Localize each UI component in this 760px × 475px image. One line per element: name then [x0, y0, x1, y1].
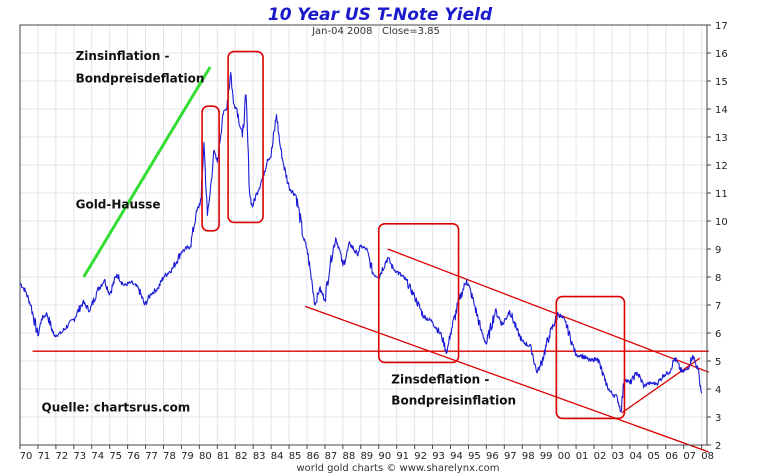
- y-tick-label: 12: [715, 161, 728, 172]
- x-tick-label: 71: [38, 451, 51, 462]
- x-tick-label: 88: [343, 451, 356, 462]
- highlight-box-1981-83: [227, 50, 264, 224]
- series-line: [19, 72, 703, 413]
- x-tick-label: 74: [91, 451, 104, 462]
- x-tick-label: 77: [145, 451, 158, 462]
- annotation-label: Zinsinflation -: [76, 49, 170, 63]
- x-tick-label: 89: [360, 451, 373, 462]
- y-tick-label: 5: [715, 357, 721, 368]
- gold-bull-trend-line: [82, 66, 212, 278]
- x-tick-label: 04: [630, 451, 643, 462]
- x-tick-label: 03: [612, 451, 625, 462]
- reference-lines: [32, 66, 710, 453]
- x-tick-label: 85: [289, 451, 302, 462]
- x-tick-label: 02: [594, 451, 607, 462]
- x-tick-label: 06: [665, 451, 678, 462]
- x-tick-label: 73: [73, 451, 86, 462]
- annotations: Zinsinflation - Bondpreisdeflation Gold-Ha…: [42, 49, 516, 414]
- x-tick-label: 95: [468, 451, 481, 462]
- chart-footer: world gold charts © www.sharelynx.com: [296, 463, 499, 474]
- y-tick-label: 17: [715, 21, 728, 32]
- x-tick-label: 93: [432, 451, 445, 462]
- highlight-box-1980: [201, 105, 220, 232]
- x-tick-label: 92: [414, 451, 427, 462]
- y-tick-label: 13: [715, 133, 728, 144]
- x-tick-label: 76: [127, 451, 140, 462]
- x-tick-label: 78: [163, 451, 176, 462]
- y-tick-label: 16: [715, 49, 728, 60]
- y-tick-label: 8: [715, 273, 721, 284]
- annotation-label: Bondpreisdeflation: [76, 71, 205, 85]
- plot-frame: [19, 24, 708, 446]
- y-tick-label: 6: [715, 329, 721, 340]
- annotation-label: Zinsdeflation -: [391, 372, 489, 386]
- x-tick-label: 79: [181, 451, 194, 462]
- y-tick-label: 2: [715, 441, 721, 452]
- y-tick-label: 11: [715, 189, 728, 200]
- chart-title: 10 Year US T-Note Yield: [268, 5, 493, 25]
- x-tick-label: 98: [522, 451, 535, 462]
- x-tick-label: 01: [576, 451, 589, 462]
- y-tick-label: 15: [715, 77, 728, 88]
- annotation-label: Gold-Hausse: [76, 197, 161, 211]
- x-tick-label: 81: [217, 451, 230, 462]
- x-tick-label: 80: [199, 451, 212, 462]
- y-tick-label: 7: [715, 301, 721, 312]
- y-tick-label: 4: [715, 385, 721, 396]
- x-tick-label: 05: [647, 451, 660, 462]
- grid: [19, 24, 707, 446]
- highlight-box-1989-93: [377, 223, 460, 364]
- x-tick-label: 99: [540, 451, 553, 462]
- x-tick-label: 84: [271, 451, 284, 462]
- x-tick-label: 82: [235, 451, 248, 462]
- x-tick-label: 96: [486, 451, 499, 462]
- x-tick-label: 90: [378, 451, 391, 462]
- highlight-boxes: [201, 50, 626, 420]
- channel-lower-line: [304, 305, 710, 453]
- channel-upper-line: [387, 248, 710, 373]
- x-tick-label: 00: [558, 451, 571, 462]
- annotation-label: Quelle: chartsrus.com: [42, 400, 191, 414]
- annotation-label: Bondpreisinflation: [391, 393, 516, 407]
- x-tick-label: 70: [20, 451, 33, 462]
- x-tick-label: 72: [56, 451, 69, 462]
- x-tick-label: 75: [109, 451, 122, 462]
- y-tick-label: 10: [715, 217, 728, 228]
- wedge-support-line: [621, 357, 701, 414]
- highlight-box-1999-03: [555, 295, 626, 420]
- y-tick-label: 14: [715, 105, 728, 116]
- x-tick-label: 97: [504, 451, 517, 462]
- y-tick-label: 9: [715, 245, 721, 256]
- x-tick-label: 07: [683, 451, 696, 462]
- x-tick-label: 08: [701, 451, 714, 462]
- series-layer: [19, 72, 703, 413]
- x-tick-label: 94: [450, 451, 463, 462]
- x-tick-label: 91: [396, 451, 409, 462]
- y-tick-label: 3: [715, 413, 721, 424]
- x-tick-label: 87: [325, 451, 338, 462]
- chart-subtitle: Jan-04 2008 Close=3.85: [311, 26, 440, 37]
- x-tick-label: 86: [307, 451, 320, 462]
- x-tick-label: 83: [253, 451, 266, 462]
- plot-background: [20, 25, 707, 445]
